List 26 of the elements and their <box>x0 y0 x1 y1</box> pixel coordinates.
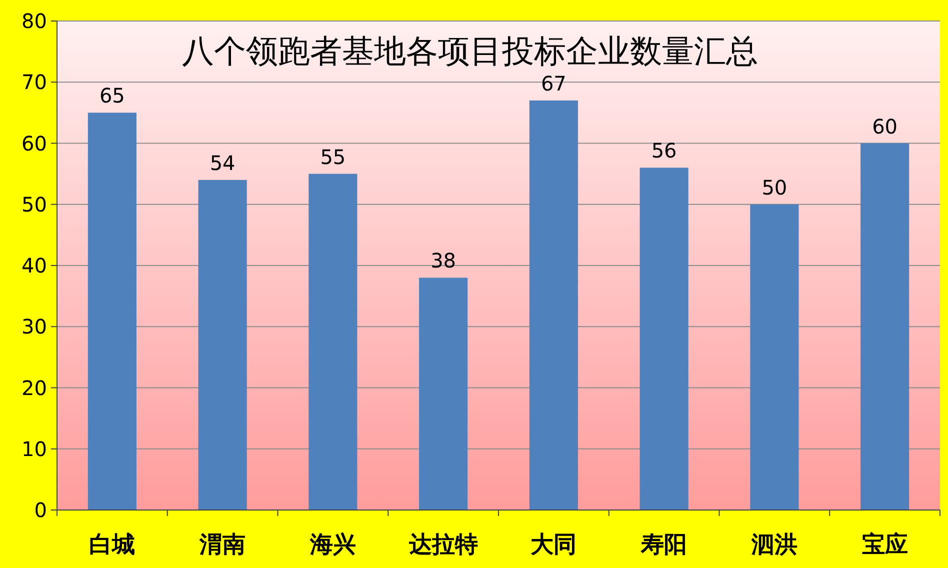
x-tick-label: 宝应 <box>862 531 908 558</box>
data-label: 54 <box>210 150 236 175</box>
x-tick-label: 海兴 <box>308 532 356 558</box>
data-label: 50 <box>762 175 788 200</box>
data-label: 67 <box>540 71 566 96</box>
y-tick-label: 60 <box>22 131 47 156</box>
y-tick-label: 70 <box>22 70 47 94</box>
data-label: 55 <box>320 144 346 169</box>
x-tick-label: 达拉特 <box>408 532 478 558</box>
data-label: 60 <box>872 114 898 138</box>
chart-title: 八个领跑者基地各项目投标企业数量汇总 <box>182 32 758 70</box>
y-tick-label: 10 <box>22 436 47 461</box>
x-tick-label: 泗洪 <box>750 532 798 558</box>
y-tick-label: 20 <box>22 376 47 400</box>
y-tick-label: 40 <box>22 254 47 278</box>
x-tick-label: 大同 <box>530 532 577 558</box>
y-tick-label: 30 <box>22 314 47 339</box>
data-label: 56 <box>651 138 677 163</box>
data-label: 38 <box>430 248 456 273</box>
y-tick-label: 80 <box>22 9 47 33</box>
x-tick-label: 渭南 <box>198 532 246 558</box>
data-label: 65 <box>99 84 125 108</box>
x-tick-label: 寿阳 <box>640 532 688 558</box>
x-tick-label: 白城 <box>89 532 136 558</box>
y-tick-label: 50 <box>22 192 47 216</box>
y-tick-label: 0 <box>34 498 47 522</box>
